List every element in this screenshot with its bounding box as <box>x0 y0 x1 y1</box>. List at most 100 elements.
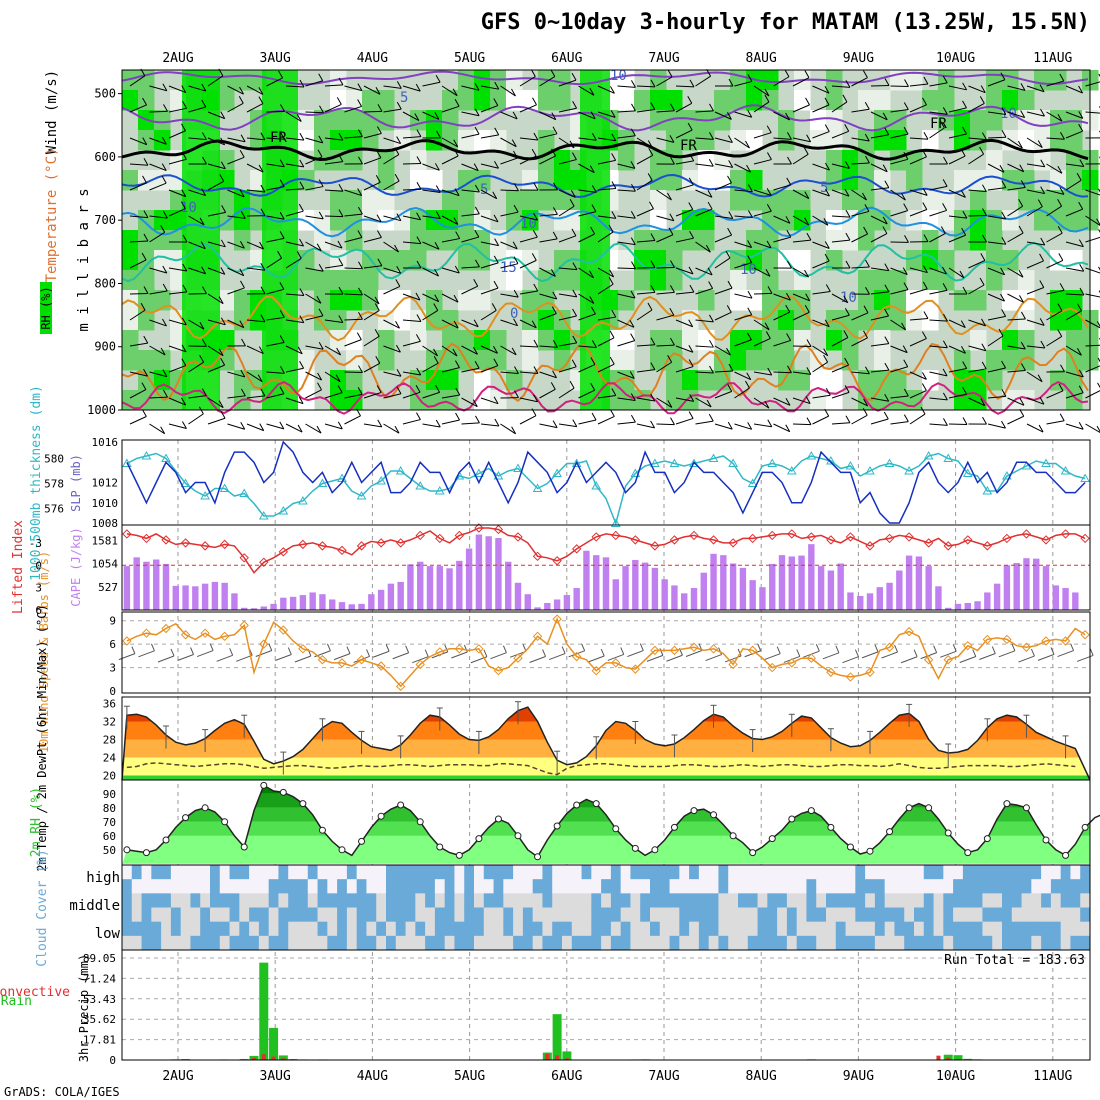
wind-barb <box>870 215 888 225</box>
wind-barb-flag <box>979 146 985 155</box>
wind-barb-flag <box>221 205 227 213</box>
rh-cell <box>618 330 635 351</box>
cloud-cell <box>923 935 935 951</box>
date-label-top: 2AUG <box>162 51 193 66</box>
wind-barb <box>324 423 343 430</box>
wind-barb <box>870 163 888 173</box>
wind-barb-flag <box>709 339 714 348</box>
cloud-cell <box>483 921 495 937</box>
cloud-cell <box>796 865 807 880</box>
wind-barb-flag <box>375 175 381 183</box>
wind-barb-flag <box>726 305 732 313</box>
precip-total-bar <box>953 1055 963 1060</box>
wind-barb-flag <box>590 226 596 235</box>
cloud-cell <box>258 935 270 951</box>
wind-barb-flag <box>395 320 400 329</box>
rh2m-point <box>299 800 307 808</box>
cloud-cell <box>698 921 710 937</box>
wind10m-tick-label: 6 <box>109 638 116 651</box>
wind-barb <box>266 393 285 399</box>
wind10m-barb-flag <box>326 643 331 651</box>
cloud-cell <box>689 893 700 908</box>
wind-barb-flag <box>452 88 458 96</box>
lifted-index-point <box>141 533 152 544</box>
wind-barb <box>890 345 908 354</box>
wind-barb <box>753 338 771 347</box>
wind10m-barb <box>236 654 253 662</box>
wind-barb-flag <box>374 296 380 305</box>
wind-barb <box>383 345 401 353</box>
wind-barb-flag <box>240 388 246 397</box>
wind-barb-flag <box>1017 140 1023 149</box>
wind-barb <box>441 394 460 399</box>
wind10m-point <box>395 681 406 692</box>
rh2m-point <box>670 823 678 831</box>
rh-cell <box>730 330 747 351</box>
wind-barb-flag <box>842 94 848 103</box>
wind-barb <box>305 80 323 87</box>
rh-cell <box>730 170 747 191</box>
wind-barb-flag <box>338 183 344 192</box>
wind-barb <box>714 137 733 143</box>
cloud-cell <box>728 879 739 894</box>
cloud-cell <box>513 921 524 937</box>
wind-barb-flag <box>667 192 672 201</box>
lifted-index-point <box>806 532 817 542</box>
cloud-cell <box>757 893 768 908</box>
cloud-cell <box>777 921 788 937</box>
wind-barb <box>695 319 714 323</box>
cloud-cell <box>141 921 152 937</box>
wind-barb-flag <box>433 355 439 364</box>
cloud-cell <box>982 865 993 880</box>
lifted-index-point <box>239 553 249 563</box>
wind-barb <box>207 241 226 248</box>
wind10m-tick-label: 9 <box>109 615 116 628</box>
wind10m-barb-flag <box>933 645 938 653</box>
rh-cell <box>842 230 859 251</box>
wind-barb-flag <box>434 241 440 250</box>
wind-barb <box>324 137 343 141</box>
precip-convective-bar <box>271 1056 276 1060</box>
cloud-cell <box>650 921 661 937</box>
wind-barb <box>695 75 711 87</box>
cape-bar <box>524 594 531 610</box>
wind-barb-flag <box>884 127 890 135</box>
wind-barb-flag <box>494 418 500 427</box>
wind-barb <box>519 290 538 295</box>
rh-cell <box>826 230 843 251</box>
contour-label: 15 <box>500 260 517 276</box>
cloud-cell <box>698 865 710 880</box>
wind-barb <box>519 215 538 221</box>
wind-barb <box>305 345 324 350</box>
rh-cell <box>746 290 763 311</box>
wind-barb <box>734 387 750 399</box>
wind10m-point <box>963 640 973 651</box>
wind-barb-flag <box>1040 159 1046 168</box>
date-label-bottom: 4AUG <box>357 1069 388 1084</box>
contour-label: 10 <box>840 290 857 306</box>
rh2m-point <box>260 781 268 789</box>
wind-barb <box>890 133 909 139</box>
rh2m-point <box>729 832 737 840</box>
wind-barb-flag <box>884 362 890 371</box>
wind-barb-flag <box>279 282 285 290</box>
wind-barb-flag <box>571 359 577 368</box>
wind-barb-flag <box>786 177 792 186</box>
wind-barb-flag <box>318 135 324 144</box>
rh-cell <box>330 270 347 291</box>
cloud-cell <box>933 865 944 880</box>
wind-barb-flag <box>959 270 965 279</box>
wind-barb <box>1046 390 1064 399</box>
date-axis: 2AUG2AUG3AUG3AUG4AUG4AUG5AUG5AUG6AUG6AUG… <box>162 51 1072 1084</box>
wind-barb <box>149 267 167 274</box>
wind-barb-flag <box>981 184 987 192</box>
wind-barb-flag <box>630 161 636 169</box>
wind-barb-flag <box>160 225 166 233</box>
wind-barb <box>929 423 948 426</box>
cloud-cell <box>669 907 680 923</box>
wind-barb <box>734 423 752 430</box>
thickness-point <box>493 470 504 480</box>
wind-barb <box>968 259 986 269</box>
cloud-cell <box>327 935 338 951</box>
